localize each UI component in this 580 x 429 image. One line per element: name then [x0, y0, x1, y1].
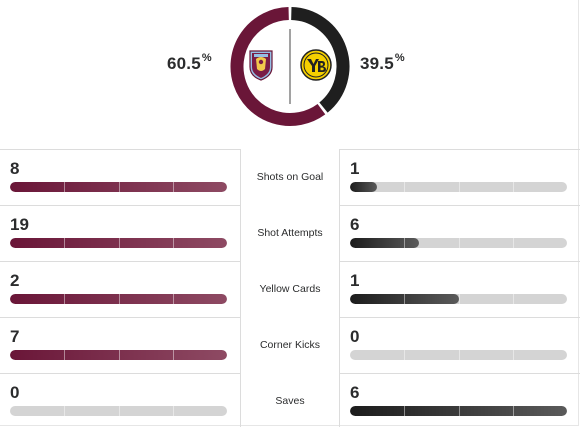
home-stat-bar-fill: [10, 350, 227, 360]
stat-row-shot-attempts: 19 Shot Attempts 6: [0, 205, 580, 261]
home-stat-bar: [10, 182, 227, 192]
away-stat-value: 6: [350, 383, 360, 402]
bar-tick: [64, 238, 66, 248]
bar-tick: [512, 406, 514, 416]
bar-segment-ticks: [350, 238, 567, 248]
row-divider: [0, 373, 240, 374]
away-stat-value: 1: [350, 271, 360, 290]
aston-villa-crest-icon: [249, 50, 273, 81]
row-divider: [340, 373, 580, 374]
bar-segment-ticks: [10, 182, 227, 192]
row-divider: [0, 205, 240, 206]
bar-tick: [118, 182, 120, 192]
away-stat-bar-fill: [350, 182, 378, 192]
row-divider: [0, 317, 240, 318]
bar-tick: [458, 294, 460, 304]
bar-tick: [64, 182, 66, 192]
bar-segment-ticks: [350, 406, 567, 416]
home-stat-value: 0: [10, 383, 20, 402]
bar-segment-ticks: [10, 238, 227, 248]
away-stat-value: 6: [350, 215, 360, 234]
home-stat-bar-fill: [10, 294, 227, 304]
possession-section: 60.5% 39.5%: [0, 0, 580, 140]
bar-tick: [512, 294, 514, 304]
column-divider-left: [240, 149, 241, 427]
bar-tick: [172, 406, 174, 416]
bar-tick: [118, 238, 120, 248]
bar-tick: [404, 294, 406, 304]
home-stat-bar: [10, 294, 227, 304]
away-stat-bar: [350, 406, 567, 416]
bar-tick: [172, 238, 174, 248]
home-stat-bar: [10, 350, 227, 360]
away-stat-bar: [350, 350, 567, 360]
away-possession: 39.5%: [360, 52, 405, 73]
bar-tick: [458, 182, 460, 192]
stat-row-shots-on-goal: 8 Shots on Goal 1: [0, 149, 580, 205]
bar-segment-ticks: [350, 182, 567, 192]
bar-tick: [118, 294, 120, 304]
bar-segment-ticks: [10, 406, 227, 416]
bar-tick: [404, 182, 406, 192]
away-stat-bar-fill: [350, 406, 567, 416]
bar-segment-ticks: [350, 294, 567, 304]
bar-tick: [458, 350, 460, 360]
away-stat-value: 1: [350, 159, 360, 178]
possession-donut-chart: [230, 7, 350, 126]
bar-segment-ticks: [10, 350, 227, 360]
bar-tick: [512, 182, 514, 192]
row-divider: [340, 317, 580, 318]
home-stat-value: 2: [10, 271, 20, 290]
stat-label: Shots on Goal: [256, 171, 324, 183]
row-divider: [340, 149, 580, 150]
bar-tick: [64, 350, 66, 360]
home-possession: 60.5%: [167, 52, 212, 73]
stat-label: Saves: [275, 395, 305, 407]
home-stat-bar-fill: [10, 238, 227, 248]
bar-tick: [64, 406, 66, 416]
bar-tick: [512, 350, 514, 360]
row-divider: [0, 149, 240, 150]
stat-row-corner-kicks: 7 Corner Kicks 0: [0, 317, 580, 373]
away-stat-bar: [350, 294, 567, 304]
bar-tick: [404, 238, 406, 248]
away-stat-bar-fill: [350, 294, 459, 304]
bar-segment-ticks: [350, 350, 567, 360]
stat-row-saves: 0 Saves 6: [0, 373, 580, 429]
home-stat-value: 7: [10, 327, 20, 346]
away-stat-value: 0: [350, 327, 360, 346]
away-stat-bar: [350, 182, 567, 192]
stat-label: Yellow Cards: [259, 283, 321, 295]
young-boys-crest-icon: [300, 49, 332, 81]
home-possession-arc: [230, 7, 326, 126]
bar-tick: [64, 294, 66, 304]
away-stat-bar: [350, 238, 567, 248]
bar-tick: [172, 294, 174, 304]
bar-segment-ticks: [10, 294, 227, 304]
bar-tick: [172, 350, 174, 360]
home-stat-bar: [10, 238, 227, 248]
bar-tick: [404, 350, 406, 360]
row-divider: [0, 261, 240, 262]
stat-label: Shot Attempts: [257, 227, 323, 239]
bar-tick: [118, 350, 120, 360]
home-stat-bar-fill: [10, 182, 227, 192]
column-divider-right: [339, 149, 340, 427]
bar-tick: [458, 406, 460, 416]
row-divider: [340, 261, 580, 262]
row-divider: [340, 205, 580, 206]
stat-label: Corner Kicks: [259, 339, 321, 351]
stat-row-yellow-cards: 2 Yellow Cards 1: [0, 261, 580, 317]
bar-tick: [458, 238, 460, 248]
home-stat-value: 8: [10, 159, 20, 178]
away-stat-bar-fill: [350, 238, 419, 248]
home-stat-value: 19: [10, 215, 29, 234]
away-possession-arc: [290, 7, 350, 113]
bar-tick: [118, 406, 120, 416]
home-stat-bar: [10, 406, 227, 416]
bar-tick: [404, 406, 406, 416]
bar-tick: [172, 182, 174, 192]
bar-tick: [512, 238, 514, 248]
